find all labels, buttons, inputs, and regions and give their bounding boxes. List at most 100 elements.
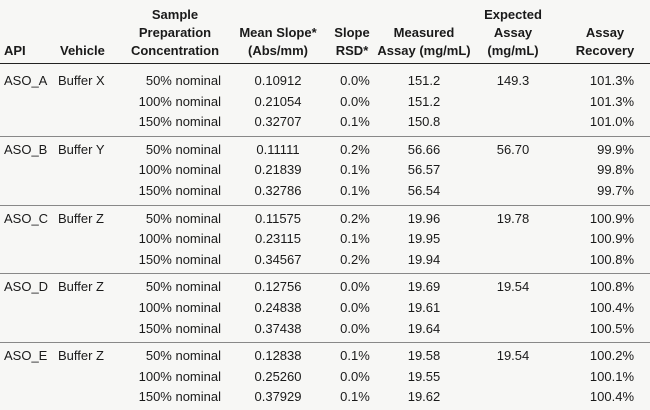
- measured-cell: 56.66: [407, 141, 441, 157]
- slope-cell: 0.32786: [254, 183, 302, 198]
- header-cell: (mg/mL): [487, 43, 539, 58]
- concentration-cell: 150% nominal: [138, 251, 221, 267]
- recovery-cell: 100.4%: [589, 300, 634, 315]
- slope-cell: 0.37438: [254, 320, 302, 336]
- expected-cell: 19.54: [496, 348, 530, 364]
- measured-cell: 151.2: [407, 73, 441, 88]
- vehicle-cell: Buffer X: [58, 73, 105, 88]
- expected-cell: 19.78: [496, 210, 530, 226]
- recovery-cell: 100.1%: [589, 368, 634, 384]
- measured-cell: 19.64: [407, 320, 441, 336]
- rsd-cell: 0.2%: [340, 210, 370, 226]
- vehicle-cell: Buffer Y: [58, 141, 105, 157]
- header-cell: RSD*: [335, 43, 369, 58]
- recovery-cell: 101.3%: [589, 93, 634, 109]
- api-cell: ASO_C: [4, 210, 49, 226]
- header-cell: Sample: [151, 7, 199, 22]
- recovery-cell: 99.7%: [597, 183, 634, 198]
- rsd-cell: 0.1%: [340, 114, 370, 130]
- rule: [0, 342, 650, 344]
- concentration-cell: 100% nominal: [138, 231, 221, 247]
- measured-cell: 19.94: [407, 251, 441, 267]
- recovery-cell: 101.0%: [589, 114, 634, 130]
- measured-cell: 19.61: [407, 300, 441, 315]
- slope-cell: 0.12756: [254, 279, 302, 295]
- header-cell: Expected: [484, 7, 542, 22]
- measured-cell: 151.2: [407, 93, 441, 109]
- header-cell: Concentration: [130, 43, 220, 58]
- header-cell: Vehicle: [60, 43, 105, 58]
- rsd-cell: 0.1%: [340, 183, 370, 198]
- slope-cell: 0.11575: [254, 210, 302, 226]
- rsd-cell: 0.1%: [340, 162, 370, 178]
- slope-cell: 0.34567: [254, 251, 302, 267]
- measured-cell: 56.54: [407, 183, 441, 198]
- header-cell: API: [4, 43, 26, 58]
- rule: [0, 63, 650, 64]
- rsd-cell: 0.1%: [340, 231, 370, 247]
- concentration-cell: 50% nominal: [145, 141, 221, 157]
- slope-cell: 0.10912: [254, 73, 302, 88]
- header-cell: (Abs/mm): [248, 43, 308, 58]
- recovery-cell: 99.8%: [597, 162, 634, 178]
- rsd-cell: 0.1%: [340, 348, 370, 364]
- recovery-cell: 100.4%: [589, 389, 634, 405]
- recovery-cell: 101.3%: [589, 73, 634, 88]
- recovery-cell: 100.9%: [589, 210, 634, 226]
- expected-cell: 56.70: [496, 141, 530, 157]
- api-cell: ASO_E: [4, 348, 48, 364]
- header-cell: Preparation: [138, 25, 212, 40]
- rsd-cell: 0.0%: [340, 300, 370, 315]
- concentration-cell: 150% nominal: [138, 320, 221, 336]
- measured-cell: 19.62: [407, 389, 441, 405]
- header-cell: Assay (mg/mL): [377, 43, 471, 58]
- measured-cell: 19.69: [407, 279, 441, 295]
- slope-cell: 0.12838: [254, 348, 302, 364]
- rsd-cell: 0.2%: [340, 141, 370, 157]
- recovery-cell: 99.9%: [597, 141, 634, 157]
- slope-cell: 0.21054: [254, 93, 302, 109]
- rsd-cell: 0.0%: [340, 93, 370, 109]
- concentration-cell: 50% nominal: [145, 73, 221, 88]
- slope-cell: 0.32707: [254, 114, 302, 130]
- rsd-cell: 0.1%: [340, 389, 370, 405]
- slope-cell: 0.24838: [254, 300, 302, 315]
- concentration-cell: 100% nominal: [138, 300, 221, 315]
- concentration-cell: 100% nominal: [138, 93, 221, 109]
- concentration-cell: 50% nominal: [145, 210, 221, 226]
- api-cell: ASO_A: [4, 73, 48, 88]
- concentration-cell: 50% nominal: [145, 279, 221, 295]
- vehicle-cell: Buffer Z: [58, 279, 105, 295]
- rsd-cell: 0.0%: [340, 73, 370, 88]
- vehicle-cell: Buffer Z: [58, 348, 105, 364]
- recovery-cell: 100.8%: [589, 251, 634, 267]
- expected-cell: 19.54: [496, 279, 530, 295]
- measured-cell: 19.96: [407, 210, 441, 226]
- slope-cell: 0.37929: [254, 389, 302, 405]
- rsd-cell: 0.0%: [340, 279, 370, 295]
- measured-cell: 19.95: [407, 231, 441, 247]
- concentration-cell: 150% nominal: [138, 114, 221, 130]
- rsd-cell: 0.0%: [340, 368, 370, 384]
- measured-cell: 19.58: [407, 348, 441, 364]
- recovery-cell: 100.2%: [589, 348, 634, 364]
- recovery-cell: 100.9%: [589, 231, 634, 247]
- rule: [0, 273, 650, 275]
- concentration-cell: 150% nominal: [138, 183, 221, 198]
- measured-cell: 19.55: [407, 368, 441, 384]
- header-cell: Assay: [493, 25, 533, 40]
- slope-cell: 0.25260: [254, 368, 302, 384]
- slope-cell: 0.23115: [254, 231, 302, 247]
- slope-cell: 0.11111: [256, 141, 300, 157]
- recovery-cell: 100.5%: [589, 320, 634, 336]
- expected-cell: 149.3: [496, 73, 530, 88]
- concentration-cell: 150% nominal: [138, 389, 221, 405]
- api-cell: ASO_D: [4, 279, 49, 295]
- measured-cell: 150.8: [407, 114, 441, 130]
- vehicle-cell: Buffer Z: [58, 210, 105, 226]
- rule: [0, 135, 650, 137]
- rsd-cell: 0.2%: [340, 251, 370, 267]
- header-cell: Measured: [393, 25, 455, 40]
- concentration-cell: 100% nominal: [138, 368, 221, 384]
